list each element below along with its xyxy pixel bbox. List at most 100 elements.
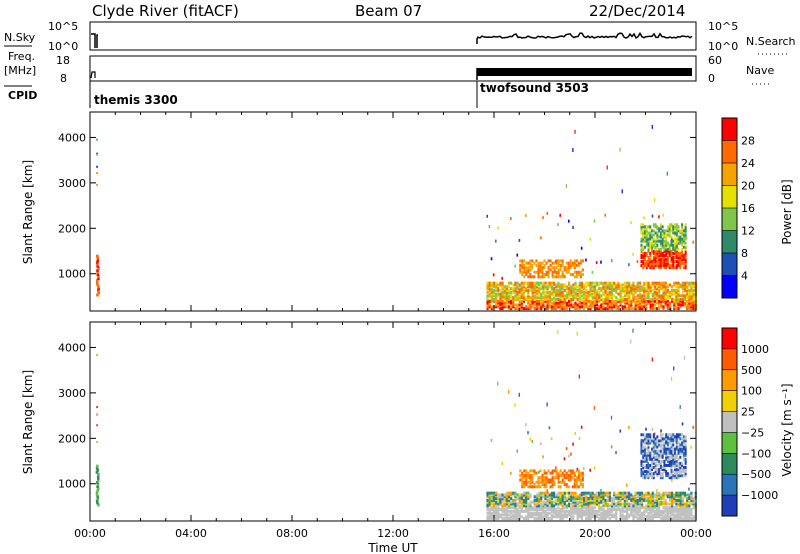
heatmap-cell <box>533 294 536 298</box>
heatmap-cell <box>579 483 582 487</box>
heatmap-cell <box>634 296 637 300</box>
heatmap-cell <box>550 517 554 521</box>
heatmap-cell <box>533 495 536 499</box>
heatmap-cell <box>577 471 580 475</box>
heatmap-cell <box>535 290 538 294</box>
heatmap-cell <box>521 273 524 277</box>
heatmap-cell <box>658 260 661 264</box>
heatmap-cell <box>613 301 616 305</box>
heatmap-cell <box>652 449 655 453</box>
heatmap-cell <box>514 283 517 287</box>
heatmap-cell <box>661 443 664 447</box>
heatmap-cell <box>688 509 691 513</box>
heatmap-cell <box>591 305 594 309</box>
heatmap-cell <box>674 249 677 253</box>
heatmap-cell <box>634 298 637 302</box>
heatmap-cell <box>542 504 545 508</box>
heatmap-cell <box>495 296 498 300</box>
heatmap-cell <box>674 472 677 476</box>
heatmap-cell <box>638 294 642 298</box>
heatmap-cell <box>647 433 650 437</box>
heatmap-cell <box>632 299 635 303</box>
heatmap-cell <box>514 307 517 311</box>
heatmap-cell <box>555 266 558 270</box>
heatmap-cell <box>677 495 680 499</box>
heatmap-cell <box>548 511 551 515</box>
heatmap-cell <box>636 506 639 510</box>
heatmap-cell <box>649 298 652 302</box>
heatmap-cell <box>665 453 668 457</box>
heatmap-cell <box>542 303 545 307</box>
heatmap-cell <box>516 253 519 257</box>
heatmap-cell <box>593 513 596 517</box>
heatmap-cell <box>591 288 594 292</box>
heatmap-cell <box>683 509 687 513</box>
heatmap-cell <box>514 403 516 408</box>
heatmap-cell <box>681 437 684 441</box>
heatmap-cell <box>561 303 564 307</box>
heatmap-cell <box>580 246 583 250</box>
heatmap-cell <box>571 485 574 489</box>
heatmap-cell <box>559 491 562 495</box>
heatmap-cell <box>542 299 545 303</box>
heatmap-cell <box>642 453 645 457</box>
heatmap-cell <box>581 268 584 272</box>
heatmap-cell <box>96 497 100 501</box>
heatmap-cell <box>606 281 609 285</box>
heatmap-cell <box>572 504 575 508</box>
heatmap-cell <box>523 275 526 279</box>
heatmap-cell <box>505 495 508 499</box>
heatmap-cell <box>488 299 491 303</box>
heatmap-cell <box>663 253 666 257</box>
heatmap-cell <box>632 504 635 508</box>
heatmap-cell <box>659 449 662 453</box>
heatmap-cell <box>495 508 498 512</box>
heatmap-cell <box>645 491 648 495</box>
heatmap-cell <box>521 480 524 484</box>
heatmap-cell <box>547 480 550 484</box>
heatmap-cell <box>529 259 532 263</box>
heatmap-cell <box>673 305 676 309</box>
heatmap-cell <box>533 508 536 512</box>
heatmap-cell <box>527 517 530 521</box>
heatmap-cell <box>647 472 650 476</box>
heatmap-cell <box>572 303 575 307</box>
heatmap-cell <box>663 465 666 469</box>
heatmap-cell <box>630 287 633 291</box>
heatmap-cell <box>531 266 534 270</box>
heatmap-cell <box>542 455 544 459</box>
heatmap-cell <box>547 259 550 263</box>
heatmap-cell <box>529 469 532 473</box>
heatmap-cell <box>652 249 655 253</box>
heatmap-cell <box>608 285 611 289</box>
heatmap-cell <box>649 509 652 513</box>
heatmap-cell <box>529 263 532 267</box>
heatmap-cell <box>563 511 566 515</box>
heatmap-cell <box>580 497 584 501</box>
heatmap-cell <box>514 493 517 497</box>
heatmap-cell <box>598 294 601 298</box>
heatmap-cell <box>522 298 526 302</box>
heatmap-cell <box>557 270 560 274</box>
heatmap-cell <box>647 241 650 245</box>
heatmap-cell <box>679 264 682 268</box>
heatmap-cell <box>591 513 594 517</box>
heatmap-cell <box>658 468 661 472</box>
heatmap-cell <box>647 239 650 243</box>
heatmap-cell <box>557 290 560 294</box>
heatmap-cell <box>507 509 511 513</box>
heatmap-cell <box>640 288 644 292</box>
heatmap-cell <box>662 287 665 291</box>
heatmap-cell <box>674 439 677 443</box>
heatmap-cell <box>518 303 521 307</box>
heatmap-cell <box>547 268 550 272</box>
heatmap-cell <box>630 305 633 309</box>
heatmap-cell <box>490 281 493 285</box>
heatmap-cell <box>570 288 573 292</box>
heatmap-cell <box>610 307 614 311</box>
heatmap-cell <box>95 470 99 474</box>
heatmap-cell <box>531 259 534 263</box>
colorbar-segment <box>722 163 737 186</box>
heatmap-cell <box>525 469 528 473</box>
heatmap-cell <box>643 495 646 499</box>
